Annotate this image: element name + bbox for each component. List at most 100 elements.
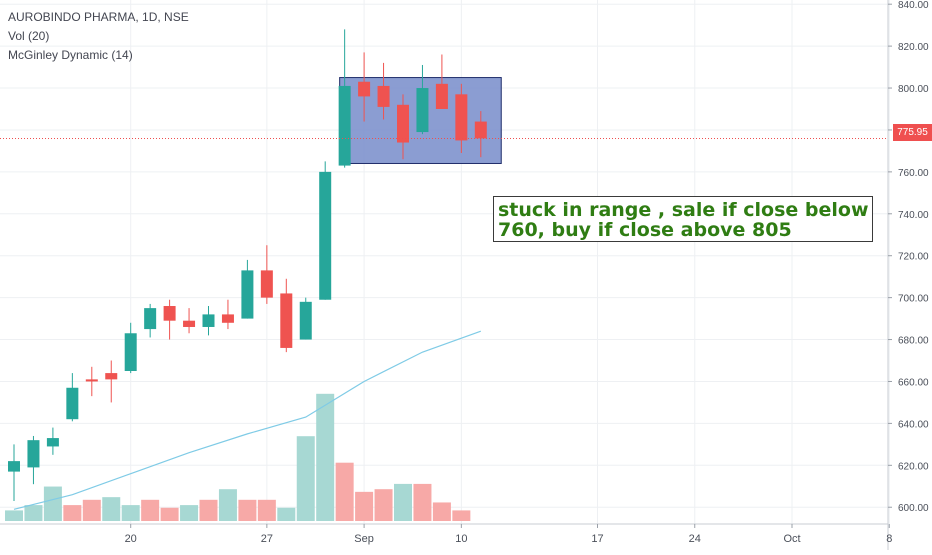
y-tick-label: 740.00 [898,210,929,221]
y-tick-label: 600.00 [898,503,929,514]
volume-bar [335,462,354,521]
candle-body [435,83,448,109]
candle [435,54,448,109]
candle [416,64,429,135]
y-tick-label: 760.00 [898,168,929,179]
x-tick-label: 24 [689,533,701,545]
volume-bar [180,505,199,521]
candle [202,306,215,336]
annotation-line-2: 760, buy if close above 805 [498,219,792,241]
candle [280,278,293,353]
volume-bar [277,507,296,521]
volume-bar [24,505,43,521]
candle-body [241,270,254,319]
candle-body [46,438,59,447]
volume-bar [218,489,237,521]
x-tick-label: Oct [783,533,800,545]
candle [66,373,79,422]
candle [358,52,371,122]
candle-body [144,308,157,330]
candle-body [397,104,409,143]
volume-bar [374,489,393,521]
x-tick-label: 27 [261,533,273,545]
x-tick-label: 8 [886,533,892,545]
volume-bar [296,436,315,521]
candle [163,299,176,340]
volume-bar [238,499,257,521]
volume-bar [121,505,140,521]
y-tick-label: 700.00 [898,294,929,305]
current-price-badge: 775.95 [893,124,932,141]
candle [260,245,273,304]
candle-body [124,333,137,371]
candle-body [105,373,118,380]
candle [377,62,390,120]
mcginley-dynamic-line [13,330,482,510]
y-tick-label: 800.00 [898,84,929,95]
candle [319,161,332,300]
volume-bar [82,499,101,521]
candle-body [85,379,98,382]
candle [144,303,157,338]
candle-body [183,320,196,327]
text-annotation[interactable]: stuck in range , sale if close below 760… [493,196,873,242]
candle-body [163,306,176,321]
volume-bar [316,393,335,521]
candle-body [474,121,487,139]
candle [27,435,40,485]
candle-body [280,293,293,348]
volume-bar [63,505,82,521]
candle-body [416,88,429,133]
annotation-line-1: stuck in range , sale if close below [498,199,869,221]
volume-bar [413,483,432,521]
candle-body [299,301,312,340]
candle [46,427,59,455]
volume-bar [141,499,160,521]
candle [299,297,312,340]
x-tick-label: 20 [125,533,137,545]
candle-body [221,314,234,323]
y-tick-label: 720.00 [898,252,929,263]
candle-body [8,461,20,472]
volume-bar [452,510,471,521]
candle [241,259,254,319]
y-tick-label: 660.00 [898,377,929,388]
y-tick-label: 620.00 [898,461,929,472]
candle-body [377,85,390,107]
candle-body [202,314,215,327]
volume-bar [257,499,276,521]
candle-body [27,440,40,468]
candles [8,29,487,501]
volume-bar [355,491,374,521]
volume-bar [199,499,218,521]
x-tick-label: Sep [354,533,374,545]
volume-bar [43,486,62,521]
candle-body [66,387,79,420]
candle-body [358,81,371,97]
grid-lines [0,0,890,524]
y-tick-label: 640.00 [898,419,929,430]
candle [105,360,118,403]
candle [8,444,20,501]
y-tick-label: 840.00 [898,0,929,11]
volume-bar [160,507,179,521]
chart-legend: AUROBINDO PHARMA, 1D, NSE Vol (20) McGin… [8,8,189,65]
candle [397,94,409,160]
candle [221,299,234,330]
x-tick-label: 10 [455,533,467,545]
mcginley-indicator-label[interactable]: McGinley Dynamic (14) [8,48,133,62]
x-tick-label: 17 [591,533,603,545]
candle [124,322,137,374]
volume-indicator-label[interactable]: Vol (20) [8,29,50,43]
candle [183,308,196,334]
symbol-title[interactable]: AUROBINDO PHARMA, 1D, NSE [8,10,189,24]
y-tick-label: 820.00 [898,42,929,53]
y-tick-label: 680.00 [898,336,929,347]
candle [455,83,468,154]
volume-bar [394,483,412,521]
candle-body [338,85,351,166]
mcginley-dynamic-layer [13,330,482,510]
